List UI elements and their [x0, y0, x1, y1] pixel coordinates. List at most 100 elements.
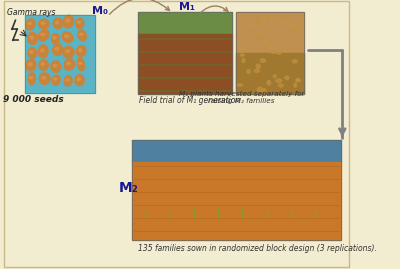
Ellipse shape — [268, 40, 274, 42]
Ellipse shape — [277, 16, 280, 19]
Text: 135 families sown in randomized block design (3 replications).: 135 families sown in randomized block de… — [138, 244, 377, 253]
Ellipse shape — [65, 35, 68, 37]
Ellipse shape — [292, 29, 296, 33]
Ellipse shape — [249, 30, 253, 33]
Ellipse shape — [40, 49, 44, 52]
Ellipse shape — [26, 19, 35, 30]
Text: M₁ plants harvested separately for
raising M₂ families: M₁ plants harvested separately for raisi… — [179, 91, 304, 104]
Ellipse shape — [53, 37, 56, 39]
Ellipse shape — [66, 79, 69, 81]
Ellipse shape — [54, 78, 57, 80]
Bar — [138, 12, 232, 34]
Text: 9 000 seeds: 9 000 seeds — [3, 95, 64, 104]
Ellipse shape — [271, 51, 276, 53]
Bar — [138, 34, 232, 94]
Ellipse shape — [80, 33, 83, 36]
Text: Field trial of M₁ generation: Field trial of M₁ generation — [139, 96, 240, 105]
Ellipse shape — [77, 21, 80, 23]
Ellipse shape — [29, 77, 33, 79]
Ellipse shape — [256, 18, 261, 23]
Ellipse shape — [273, 75, 276, 78]
Ellipse shape — [53, 18, 63, 29]
Bar — [25, 15, 94, 93]
Bar — [236, 12, 304, 94]
Ellipse shape — [297, 78, 299, 82]
Ellipse shape — [52, 34, 60, 44]
Ellipse shape — [78, 30, 86, 41]
Ellipse shape — [52, 44, 63, 55]
Ellipse shape — [292, 60, 297, 63]
Bar — [132, 140, 340, 240]
Ellipse shape — [30, 51, 33, 53]
Ellipse shape — [30, 36, 33, 39]
Ellipse shape — [39, 19, 49, 29]
Text: M₂: M₂ — [119, 181, 139, 195]
Ellipse shape — [41, 22, 45, 24]
Ellipse shape — [28, 73, 35, 84]
Ellipse shape — [247, 70, 250, 73]
Ellipse shape — [276, 79, 282, 82]
Ellipse shape — [66, 19, 70, 22]
FancyArrowPatch shape — [201, 6, 228, 12]
Ellipse shape — [76, 18, 84, 28]
Bar — [236, 53, 304, 94]
Bar — [132, 140, 340, 162]
Ellipse shape — [260, 59, 265, 62]
Ellipse shape — [258, 87, 262, 92]
Ellipse shape — [26, 59, 36, 71]
Ellipse shape — [242, 58, 245, 62]
Ellipse shape — [38, 30, 49, 41]
Ellipse shape — [53, 64, 57, 67]
Ellipse shape — [256, 64, 260, 69]
Text: M₀: M₀ — [92, 6, 108, 16]
Ellipse shape — [294, 83, 296, 87]
Bar — [138, 12, 232, 94]
Ellipse shape — [41, 33, 45, 36]
Ellipse shape — [28, 48, 36, 58]
Ellipse shape — [79, 49, 82, 52]
Ellipse shape — [254, 69, 260, 72]
Ellipse shape — [77, 58, 84, 71]
Ellipse shape — [77, 78, 80, 81]
Bar — [25, 15, 94, 93]
Bar — [236, 12, 304, 94]
Ellipse shape — [63, 47, 74, 58]
Ellipse shape — [28, 63, 32, 66]
Ellipse shape — [67, 62, 70, 65]
Ellipse shape — [41, 63, 44, 65]
Ellipse shape — [277, 51, 281, 54]
Ellipse shape — [78, 62, 82, 64]
Ellipse shape — [62, 32, 73, 42]
Ellipse shape — [39, 60, 48, 70]
Ellipse shape — [63, 15, 74, 28]
Ellipse shape — [28, 33, 37, 44]
Ellipse shape — [39, 73, 50, 84]
Ellipse shape — [64, 59, 75, 70]
Ellipse shape — [75, 75, 84, 86]
Ellipse shape — [267, 80, 270, 85]
Ellipse shape — [66, 50, 70, 53]
Ellipse shape — [28, 22, 31, 24]
Text: Gamma rays: Gamma rays — [7, 8, 55, 17]
Ellipse shape — [76, 46, 86, 56]
Bar — [132, 162, 340, 240]
Ellipse shape — [285, 16, 288, 18]
Ellipse shape — [55, 47, 59, 50]
FancyArrowPatch shape — [110, 0, 170, 14]
Ellipse shape — [52, 75, 60, 85]
Ellipse shape — [297, 24, 300, 28]
Ellipse shape — [64, 76, 72, 86]
Ellipse shape — [256, 36, 262, 39]
Ellipse shape — [240, 54, 244, 56]
Ellipse shape — [237, 84, 243, 86]
Ellipse shape — [296, 79, 301, 81]
Ellipse shape — [56, 21, 59, 24]
Ellipse shape — [51, 61, 61, 72]
Ellipse shape — [263, 46, 267, 49]
Ellipse shape — [262, 89, 266, 93]
Ellipse shape — [285, 76, 289, 80]
Ellipse shape — [278, 84, 283, 87]
Ellipse shape — [42, 76, 46, 79]
Ellipse shape — [38, 45, 48, 58]
FancyBboxPatch shape — [4, 1, 349, 267]
